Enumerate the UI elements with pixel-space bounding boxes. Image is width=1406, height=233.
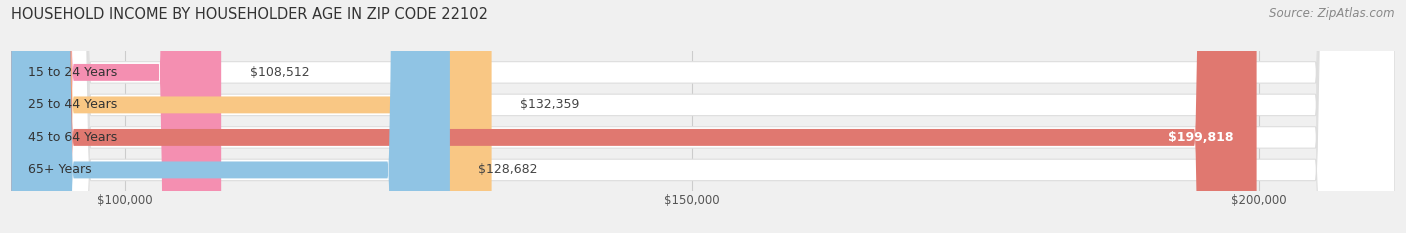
Text: 25 to 44 Years: 25 to 44 Years	[28, 98, 118, 111]
FancyBboxPatch shape	[11, 0, 1395, 233]
FancyBboxPatch shape	[11, 0, 1395, 233]
Text: $199,818: $199,818	[1168, 131, 1234, 144]
Text: $108,512: $108,512	[249, 66, 309, 79]
FancyBboxPatch shape	[11, 0, 450, 233]
Text: 15 to 24 Years: 15 to 24 Years	[28, 66, 118, 79]
FancyBboxPatch shape	[11, 0, 1395, 233]
Text: Source: ZipAtlas.com: Source: ZipAtlas.com	[1270, 7, 1395, 20]
FancyBboxPatch shape	[11, 0, 492, 233]
Text: 65+ Years: 65+ Years	[28, 163, 91, 176]
Text: HOUSEHOLD INCOME BY HOUSEHOLDER AGE IN ZIP CODE 22102: HOUSEHOLD INCOME BY HOUSEHOLDER AGE IN Z…	[11, 7, 488, 22]
Text: $132,359: $132,359	[520, 98, 579, 111]
FancyBboxPatch shape	[11, 0, 1257, 233]
Text: $128,682: $128,682	[478, 163, 537, 176]
FancyBboxPatch shape	[11, 0, 1395, 233]
FancyBboxPatch shape	[11, 0, 221, 233]
Text: 45 to 64 Years: 45 to 64 Years	[28, 131, 118, 144]
